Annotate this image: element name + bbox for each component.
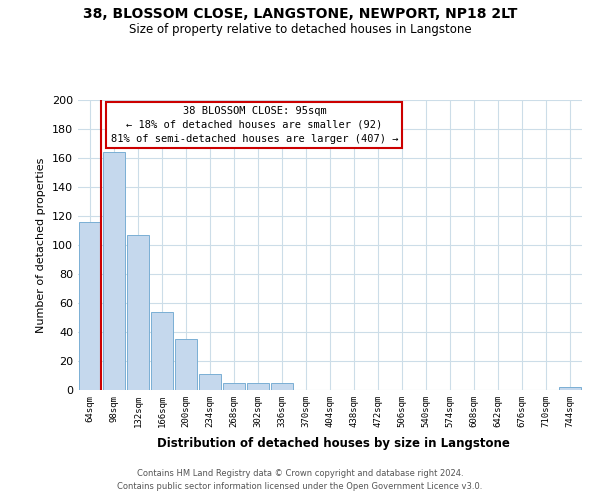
Text: Contains HM Land Registry data © Crown copyright and database right 2024.: Contains HM Land Registry data © Crown c… bbox=[137, 468, 463, 477]
Bar bbox=[151, 312, 173, 390]
Text: Distribution of detached houses by size in Langstone: Distribution of detached houses by size … bbox=[157, 438, 509, 450]
Y-axis label: Number of detached properties: Number of detached properties bbox=[37, 158, 46, 332]
Text: 38, BLOSSOM CLOSE, LANGSTONE, NEWPORT, NP18 2LT: 38, BLOSSOM CLOSE, LANGSTONE, NEWPORT, N… bbox=[83, 8, 517, 22]
Bar bbox=[271, 383, 293, 390]
Bar bbox=[247, 383, 269, 390]
Text: Contains public sector information licensed under the Open Government Licence v3: Contains public sector information licen… bbox=[118, 482, 482, 491]
Bar bbox=[79, 222, 101, 390]
Bar bbox=[199, 374, 221, 390]
Bar bbox=[103, 152, 125, 390]
Text: Size of property relative to detached houses in Langstone: Size of property relative to detached ho… bbox=[128, 22, 472, 36]
Text: 38 BLOSSOM CLOSE: 95sqm
← 18% of detached houses are smaller (92)
81% of semi-de: 38 BLOSSOM CLOSE: 95sqm ← 18% of detache… bbox=[110, 106, 398, 144]
Bar bbox=[559, 387, 581, 390]
Bar bbox=[127, 235, 149, 390]
Bar bbox=[175, 339, 197, 390]
Bar bbox=[223, 383, 245, 390]
